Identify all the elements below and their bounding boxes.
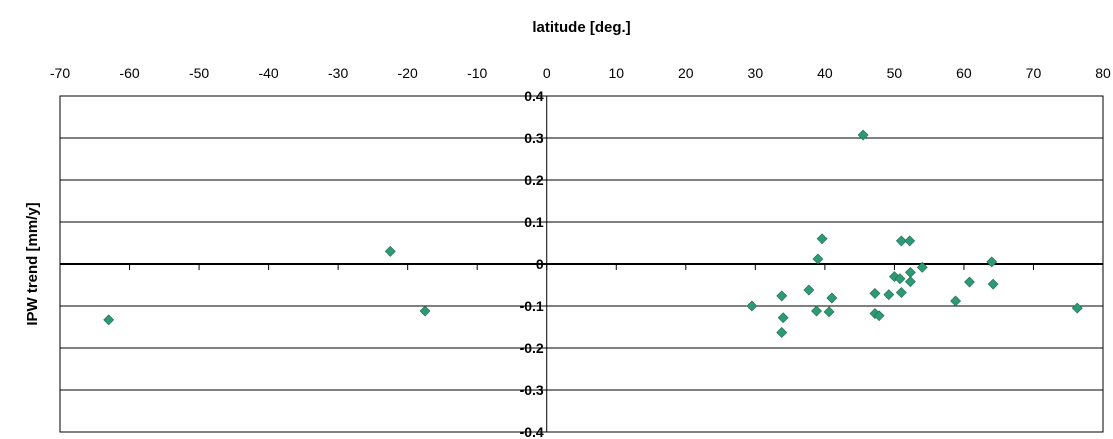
axes: [59, 95, 1104, 433]
data-point: [904, 235, 916, 247]
data-points: [103, 129, 1083, 338]
x-tick-labels: -70 -60 -50 -40 -30 -20 -10 0 10 20 30 40 50 60 70 80: [50, 65, 1111, 81]
data-point: [384, 245, 396, 257]
data-point: [964, 276, 975, 288]
y-tick-label: 0.3: [524, 130, 544, 146]
y-tick-label: 0.1: [524, 214, 544, 230]
x-tick-label: 20: [678, 65, 694, 81]
data-point: [857, 129, 869, 141]
x-tick-label: -60: [119, 65, 139, 81]
y-axis-title: IPW trend [mm/y]: [24, 202, 41, 325]
x-tick-label: 80: [1095, 65, 1111, 81]
x-axis-title: latitude [deg.]: [532, 19, 630, 36]
x-tick-label: -70: [50, 65, 70, 81]
x-tick-label: 70: [1026, 65, 1042, 81]
data-point: [776, 290, 788, 302]
data-point: [950, 295, 962, 307]
y-tick-label: -0.4: [520, 424, 544, 439]
data-point: [1071, 302, 1083, 314]
y-tick-label: -0.3: [520, 382, 544, 398]
x-tick-label: -10: [467, 65, 487, 81]
data-point: [883, 289, 895, 301]
data-point: [812, 253, 824, 265]
data-point: [895, 287, 907, 298]
data-point: [869, 287, 881, 299]
x-tick-label: -30: [328, 65, 348, 81]
data-point: [904, 266, 916, 278]
data-point: [826, 292, 838, 304]
data-point: [803, 284, 815, 296]
data-point: [776, 327, 788, 338]
x-tick-label: -40: [258, 65, 278, 81]
data-point: [777, 312, 789, 324]
y-tick-label: -0.1: [520, 298, 544, 314]
data-point: [873, 310, 885, 322]
y-tick-labels: 0.4 0.3 0.2 0.1 0 -0.1 -0.2 -0.3 -0.4: [520, 88, 544, 439]
data-point: [986, 256, 998, 268]
y-tick-label: -0.2: [520, 340, 544, 356]
x-tick-label: 0: [543, 65, 551, 81]
x-tick-label: 30: [748, 65, 764, 81]
y-tick-label: 0: [536, 256, 544, 272]
data-point: [811, 305, 822, 317]
data-point: [895, 235, 907, 247]
data-point: [103, 314, 115, 326]
data-point: [746, 300, 758, 312]
y-tick-label: 0.4: [524, 88, 544, 104]
x-tick-label: 50: [887, 65, 903, 81]
data-point: [916, 261, 928, 273]
data-point: [419, 305, 431, 317]
x-tick-label: 10: [608, 65, 624, 81]
x-tick-label: -50: [189, 65, 209, 81]
data-point: [823, 306, 835, 318]
data-point: [816, 233, 828, 245]
y-tick-label: 0.2: [524, 172, 544, 188]
data-point: [904, 276, 916, 288]
x-tick-label: 60: [956, 65, 972, 81]
data-point: [894, 273, 906, 285]
x-tick-label: -20: [398, 65, 418, 81]
grid-lines: [60, 137, 1103, 391]
data-point: [987, 278, 999, 290]
x-tick-label: 40: [817, 65, 833, 81]
